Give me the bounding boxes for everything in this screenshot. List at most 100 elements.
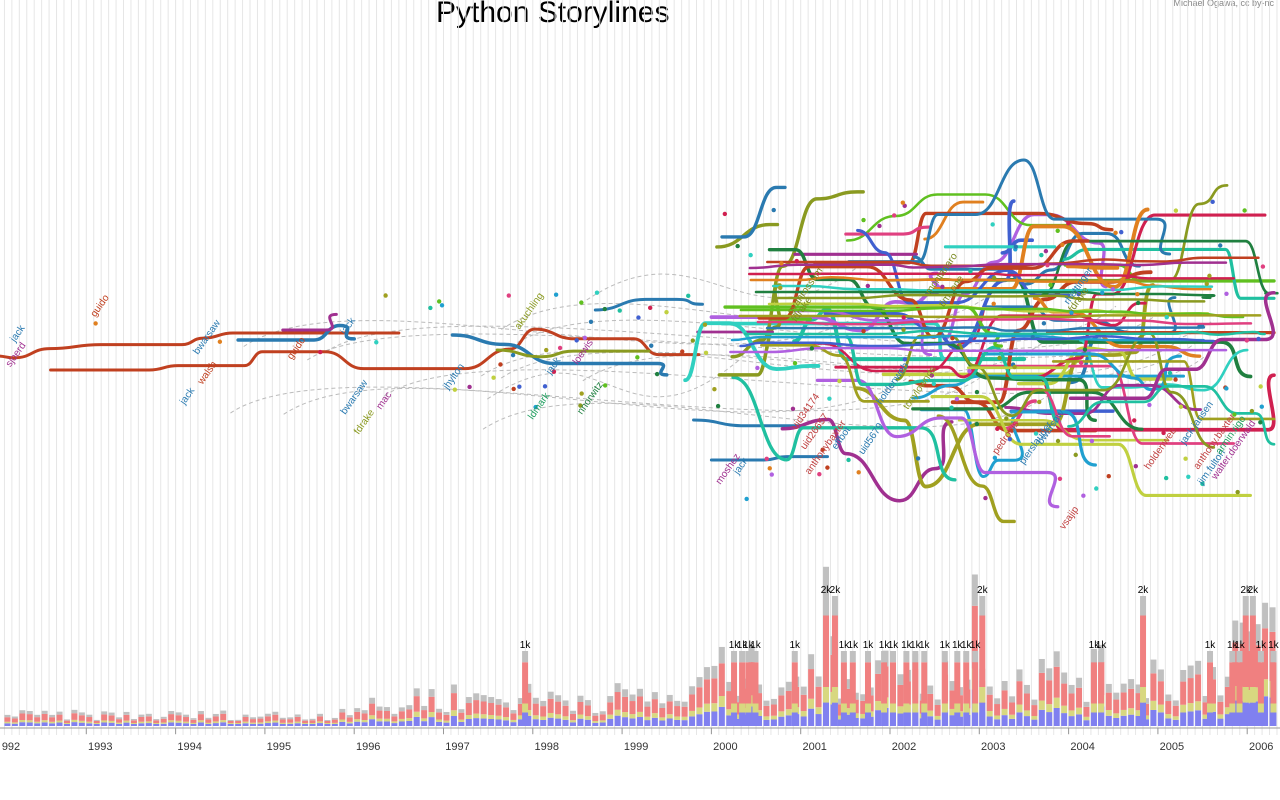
bar-segment-red (197, 714, 204, 721)
bar-segment (890, 662, 896, 704)
bar-segment-red (302, 720, 309, 723)
commit-dot (1007, 436, 1013, 442)
bar-segment-yellow (562, 716, 569, 720)
bar-segment (1140, 687, 1147, 703)
bar-segment (912, 712, 919, 726)
bar-segment-gray (361, 710, 368, 714)
bar-segment-red (1262, 628, 1269, 680)
bar-segment-gray (175, 712, 182, 716)
bar-segment-gray (763, 700, 770, 706)
x-tick-label: 2001 (802, 741, 826, 753)
bar-segment-blue (1076, 714, 1083, 726)
storyline (739, 335, 1215, 348)
commit-dot (1167, 370, 1173, 376)
bar-segment-gray (1187, 665, 1194, 679)
bar-segment (963, 703, 970, 713)
bar-segment-blue (302, 724, 309, 726)
bar-segment-gray (1083, 701, 1090, 707)
bar-segment-yellow (160, 722, 167, 724)
bar-segment-blue (1105, 715, 1112, 726)
bar-segment-yellow (495, 715, 502, 720)
bar-segment (823, 687, 830, 703)
bar-segment-gray (503, 702, 510, 708)
bar-segment-blue (428, 717, 435, 726)
bar-segment-red (458, 712, 465, 720)
bar-segment-gray (703, 667, 710, 680)
bar-segment-gray (629, 694, 636, 702)
bar-segment-yellow (1038, 700, 1045, 710)
bar-segment-gray (1135, 684, 1142, 694)
bar-segment-gray (681, 701, 688, 707)
bar-segment-gray (1038, 658, 1045, 673)
bar-segment (941, 712, 948, 726)
bar-segment-blue (1187, 711, 1194, 726)
storyline (756, 317, 1253, 326)
bar-segment-red (11, 718, 18, 723)
bar-segment-yellow (532, 715, 539, 720)
bar-segment (1229, 651, 1236, 663)
bar-segment-yellow (324, 723, 331, 724)
commit-dot (510, 352, 516, 358)
storyline (776, 293, 1206, 303)
commit-dot (790, 406, 796, 411)
bar-segment (791, 651, 798, 663)
bar-segment-gray (302, 719, 309, 721)
bar-segment-blue (56, 722, 63, 726)
commit-dot (533, 404, 538, 410)
x-tick-label: 2000 (713, 741, 737, 753)
bar-segment (979, 687, 986, 703)
commit-dot (1260, 264, 1266, 269)
bar-segment-gray (279, 717, 286, 720)
bar-segment-gray (354, 708, 361, 712)
x-tick-label: 2003 (981, 741, 1005, 753)
commit-dot (778, 285, 783, 291)
commit-dot (983, 495, 988, 501)
bar-segment (1257, 651, 1264, 663)
bar-segment-gray (1254, 624, 1261, 646)
bar-segment-red (1254, 645, 1261, 688)
credit-text: Michael Ogawa, cc by-nc (1173, 0, 1274, 8)
bar-segment-yellow (770, 715, 777, 720)
commit-dot (1013, 244, 1019, 249)
bar-segment-yellow (316, 721, 323, 724)
bar-value-label: 2k (821, 585, 833, 596)
bar-segment-blue (41, 722, 48, 726)
bar-segment (739, 712, 746, 726)
bar-segment-blue (339, 721, 346, 726)
bar-segment (954, 712, 961, 726)
bar-segment-blue (287, 723, 294, 726)
bar-segment-blue (495, 719, 502, 726)
bar-segment-yellow (748, 695, 755, 707)
bar-segment-blue (1150, 709, 1157, 726)
bar-segment-yellow (622, 712, 629, 718)
bar-segment-gray (242, 714, 249, 717)
bar-segment-blue (19, 722, 26, 726)
commit-dot (1224, 386, 1229, 391)
bar-segment-red (770, 704, 777, 716)
commit-dot (856, 470, 861, 475)
commit-dot (1147, 402, 1152, 408)
bar-segment-yellow (331, 722, 338, 724)
bar-segment-red (56, 714, 63, 721)
bar-segment-blue (1001, 715, 1008, 726)
bar-segment-gray (547, 691, 554, 699)
bar-segment-gray (398, 707, 405, 712)
bar-segment-red (1187, 678, 1194, 704)
bar-segment-red (421, 710, 428, 719)
storyline (766, 256, 1260, 268)
bar-segment-gray (383, 707, 390, 711)
bar-segment (1270, 712, 1277, 726)
storyline (49, 327, 701, 372)
bar-segment-blue (235, 724, 242, 726)
bar-segment-blue (175, 722, 182, 726)
bar-segment-blue (116, 723, 123, 726)
bar-segment-gray (1009, 696, 1016, 703)
bar-segment-blue (324, 724, 331, 726)
bar-segment-yellow (71, 719, 78, 723)
bar-segment-yellow (26, 720, 33, 723)
storyline (731, 375, 957, 482)
bar-value-label: 1k (1205, 640, 1217, 651)
bar-segment-gray (331, 717, 338, 720)
bar-segment-red (272, 714, 279, 721)
